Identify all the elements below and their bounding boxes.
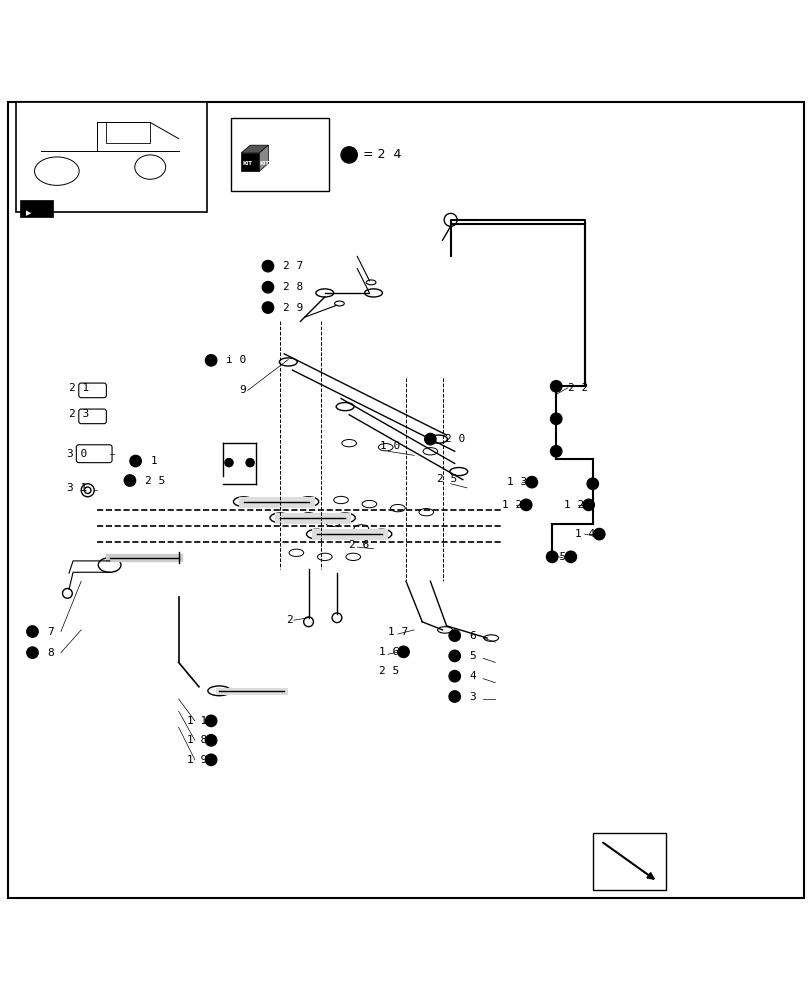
Bar [16, 102, 207, 212]
Text: 2 2: 2 2 [568, 383, 588, 393]
Text: 2 8: 2 8 [282, 282, 303, 292]
Text: 2: 2 [285, 615, 292, 625]
Text: ▶: ▶ [26, 210, 32, 216]
Text: KIT: KIT [242, 161, 252, 166]
Circle shape [448, 691, 460, 702]
Text: 3: 3 [469, 692, 475, 702]
Text: 7: 7 [47, 627, 54, 637]
Bar [105, 122, 150, 143]
Text: KIT: KIT [259, 161, 268, 166]
Text: 1 3: 1 3 [507, 477, 527, 487]
Circle shape [520, 499, 531, 511]
Circle shape [124, 475, 135, 486]
Circle shape [550, 381, 561, 392]
Text: 2 0: 2 0 [444, 434, 465, 444]
Text: 3 1: 3 1 [67, 483, 87, 493]
Text: 2 5: 2 5 [379, 666, 399, 676]
Text: 1 1: 1 1 [187, 716, 207, 726]
Text: 1 2: 1 2 [564, 500, 584, 510]
Circle shape [550, 413, 561, 424]
Text: 2 3: 2 3 [69, 409, 89, 419]
Circle shape [564, 551, 576, 563]
Polygon shape [241, 145, 268, 153]
Circle shape [27, 647, 38, 658]
Text: 9: 9 [239, 385, 246, 395]
Text: 1 2: 1 2 [501, 500, 521, 510]
Text: 1 8: 1 8 [187, 735, 207, 745]
Circle shape [397, 646, 409, 658]
Bar [592, 833, 665, 890]
Text: 1 7: 1 7 [388, 627, 408, 637]
Bar [20, 200, 53, 217]
Text: 1 5: 1 5 [546, 552, 566, 562]
Bar [231, 118, 328, 191]
Text: 2 9: 2 9 [282, 303, 303, 313]
Text: 1 6: 1 6 [379, 647, 399, 657]
Circle shape [593, 528, 604, 540]
Circle shape [262, 302, 273, 313]
Text: 1 0: 1 0 [380, 441, 400, 451]
Circle shape [448, 630, 460, 641]
Circle shape [582, 499, 594, 511]
Circle shape [205, 754, 217, 766]
FancyBboxPatch shape [76, 445, 112, 463]
Circle shape [205, 355, 217, 366]
Circle shape [448, 671, 460, 682]
FancyBboxPatch shape [79, 383, 106, 398]
Circle shape [550, 446, 561, 457]
Circle shape [262, 260, 273, 272]
Circle shape [262, 282, 273, 293]
Text: 2 1: 2 1 [69, 383, 89, 393]
Text: 1 9: 1 9 [187, 755, 207, 765]
Text: 2 7: 2 7 [282, 261, 303, 271]
Circle shape [586, 478, 598, 489]
Text: = 2  4: = 2 4 [363, 148, 401, 161]
Circle shape [27, 626, 38, 637]
Text: 4: 4 [469, 671, 475, 681]
Circle shape [246, 459, 254, 467]
Text: 3 0: 3 0 [67, 449, 87, 459]
Circle shape [205, 715, 217, 727]
Text: 1: 1 [150, 456, 157, 466]
Text: 6: 6 [469, 631, 475, 641]
Circle shape [205, 735, 217, 746]
Circle shape [448, 650, 460, 662]
FancyBboxPatch shape [79, 409, 106, 424]
Circle shape [546, 551, 557, 563]
Text: 8: 8 [47, 648, 54, 658]
Circle shape [341, 147, 357, 163]
Text: 2 6: 2 6 [349, 540, 369, 550]
Circle shape [526, 476, 537, 488]
Text: 2 5: 2 5 [144, 476, 165, 486]
Text: 5: 5 [469, 651, 475, 661]
Text: 1 4: 1 4 [574, 529, 594, 539]
Text: i 0: i 0 [225, 355, 246, 365]
Polygon shape [241, 153, 259, 171]
Circle shape [130, 455, 141, 467]
Circle shape [225, 459, 233, 467]
Text: 2 5: 2 5 [436, 474, 457, 484]
Polygon shape [259, 145, 268, 171]
Circle shape [424, 433, 436, 445]
